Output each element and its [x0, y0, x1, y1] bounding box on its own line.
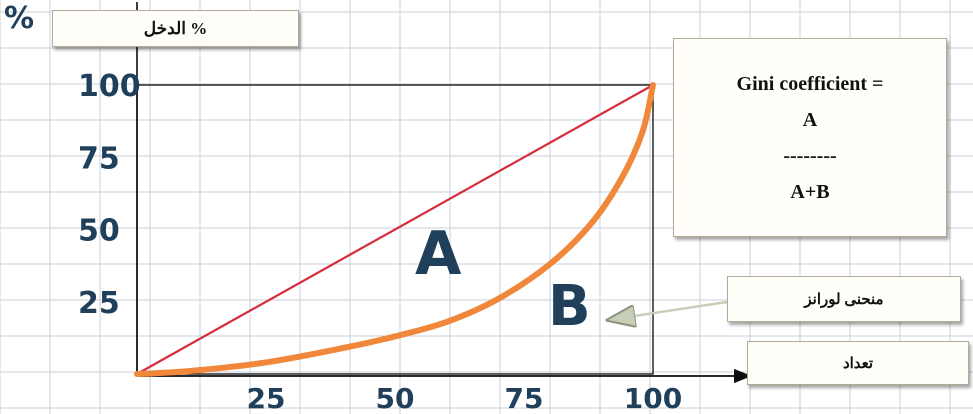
- y-tick-label: 100: [78, 69, 141, 104]
- x-tick-labels: 25 50 75 100: [247, 382, 683, 414]
- gini-divider: --------: [783, 144, 837, 167]
- y-tick-labels: 100 75 50 25: [78, 69, 141, 321]
- region-a-label: A: [415, 219, 462, 289]
- region-b-label: B: [548, 274, 591, 339]
- y-tick-label: 75: [78, 141, 120, 176]
- lorenz-curve-label-text: منحنی لورانز: [804, 291, 884, 308]
- x-axis-label-text: تعداد: [842, 355, 874, 372]
- y-tick-label: 50: [78, 214, 120, 249]
- x-tick-label: 25: [247, 382, 286, 414]
- gini-denominator: A+B: [790, 180, 830, 203]
- y-tick-label: 25: [78, 286, 120, 321]
- gini-formula-box: Gini coefficient = A -------- A+B: [673, 38, 947, 237]
- x-tick-label: 75: [505, 382, 544, 414]
- gini-title: Gini coefficient =: [736, 72, 884, 95]
- y-axis-percent-mark: %: [4, 1, 34, 36]
- x-tick-label: 50: [376, 382, 415, 414]
- x-tick-label: 100: [624, 382, 682, 414]
- lorenz-pointer-arrow: [608, 300, 728, 320]
- gini-numerator: A: [802, 108, 818, 131]
- y-axis-label-text: % الدخل: [143, 18, 208, 38]
- x-axis-label: تعداد: [747, 341, 969, 385]
- equality-line: [136, 84, 654, 375]
- lorenz-curve-label: منحنی لورانز: [727, 276, 961, 322]
- y-axis-label: % الدخل: [52, 10, 299, 47]
- lorenz-curve: [134, 82, 656, 377]
